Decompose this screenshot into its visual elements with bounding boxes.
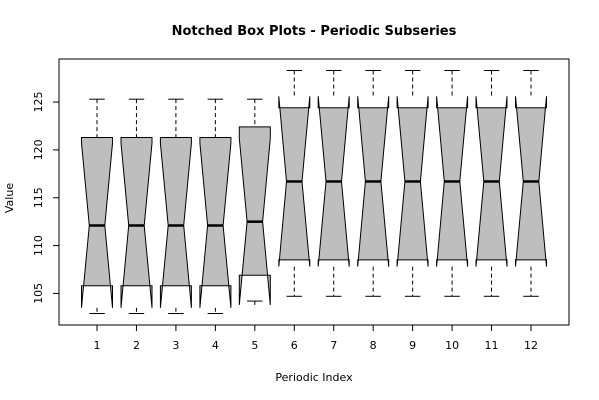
x-tick-label: 11	[485, 339, 499, 352]
x-tick-label: 5	[251, 339, 258, 352]
box-body	[159, 137, 192, 308]
boxes	[81, 69, 547, 315]
y-tick-label: 120	[32, 139, 45, 160]
box-7	[317, 69, 350, 297]
box-10	[436, 69, 469, 297]
x-axis-label: Periodic Index	[275, 371, 353, 384]
box-body	[199, 137, 232, 308]
box-5	[238, 98, 271, 305]
box-8	[357, 69, 390, 297]
y-tick-label: 110	[32, 235, 45, 256]
x-tick-label: 3	[172, 339, 179, 352]
y-axis-label: Value	[3, 183, 16, 213]
box-1	[81, 98, 113, 315]
x-tick-label: 2	[133, 339, 140, 352]
box-3	[159, 98, 192, 315]
y-tick-label: 105	[32, 283, 45, 304]
x-tick-label: 1	[94, 339, 101, 352]
x-tick-label: 12	[524, 339, 538, 352]
box-body	[238, 126, 271, 305]
y-tick-label: 115	[32, 187, 45, 208]
box-9	[396, 69, 429, 297]
x-tick-label: 10	[445, 339, 459, 352]
x-tick-label: 9	[409, 339, 416, 352]
chart-title: Notched Box Plots - Periodic Subseries	[172, 24, 457, 39]
box-body	[81, 137, 113, 308]
y-axis: 105 110 115 120 125	[32, 92, 60, 304]
x-tick-label: 8	[370, 339, 377, 352]
box-6	[278, 69, 311, 297]
x-tick-label: 4	[212, 339, 219, 352]
box-11	[475, 69, 508, 297]
box-4	[199, 98, 232, 315]
x-axis: 1 2 3 4 5 6 7 8 9 10 11 12	[94, 324, 538, 352]
box-12	[515, 69, 547, 297]
x-tick-label: 7	[330, 339, 337, 352]
box-body	[120, 137, 153, 308]
y-tick-label: 125	[32, 92, 45, 113]
box-2	[120, 98, 153, 315]
x-tick-label: 6	[291, 339, 298, 352]
